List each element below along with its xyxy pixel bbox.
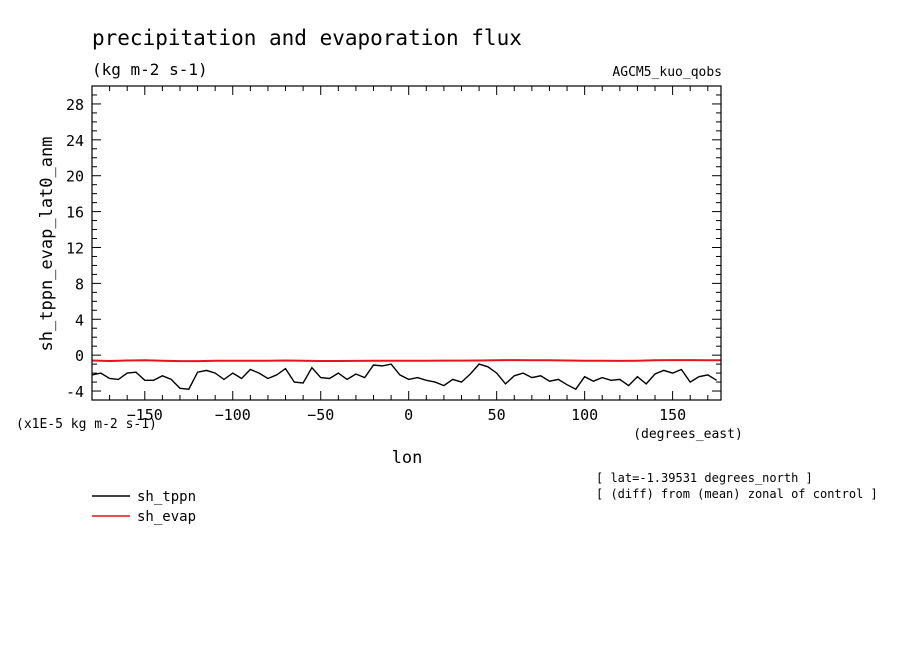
y-tick-label: 0 [75, 347, 84, 365]
x-tick-label: 50 [488, 406, 506, 424]
y-tick-label: 8 [75, 275, 84, 293]
y-tick-label: 28 [66, 96, 84, 114]
y-scale-label: (x1E-5 kg m-2 s-1) [16, 417, 157, 432]
note-diff: [ (diff) from (mean) zonal of control ] [596, 487, 878, 501]
x-units-label: (degrees_east) [633, 427, 743, 442]
y-tick-label: 20 [66, 168, 84, 186]
y-tick-label: 16 [66, 204, 84, 222]
legend-label-sh-tppn: sh_tppn [137, 489, 196, 505]
series-line-sh-tppn [91, 363, 717, 391]
legend-label-sh-evap: sh_evap [137, 509, 196, 525]
plot-frame [91, 85, 722, 401]
x-tick-label: −150 [127, 406, 163, 424]
y-tick-label: 24 [66, 132, 84, 150]
chart-title: precipitation and evaporation flux [92, 26, 522, 50]
legend: sh_tppn sh_evap [92, 489, 196, 525]
x-tick-label: 150 [659, 406, 686, 424]
x-tick-label: 100 [571, 406, 598, 424]
note-latitude: [ lat=-1.39531 degrees_north ] [596, 471, 813, 485]
x-tick-label: 0 [404, 406, 413, 424]
y-axis-label: sh_tppn_evap_lat0_anm [37, 137, 57, 352]
series-line-sh-evap [91, 359, 722, 363]
x-axis-label: lon [392, 448, 423, 468]
x-tick-label: −50 [307, 406, 334, 424]
x-tick-label: −100 [215, 406, 251, 424]
chart-subtitle: (kg m-2 s-1) [92, 60, 208, 79]
y-tick-label: 12 [66, 239, 84, 257]
y-tick-label: 4 [75, 311, 84, 329]
y-tick-label: -4 [66, 383, 84, 401]
model-label: AGCM5_kuo_qobs [612, 65, 722, 80]
